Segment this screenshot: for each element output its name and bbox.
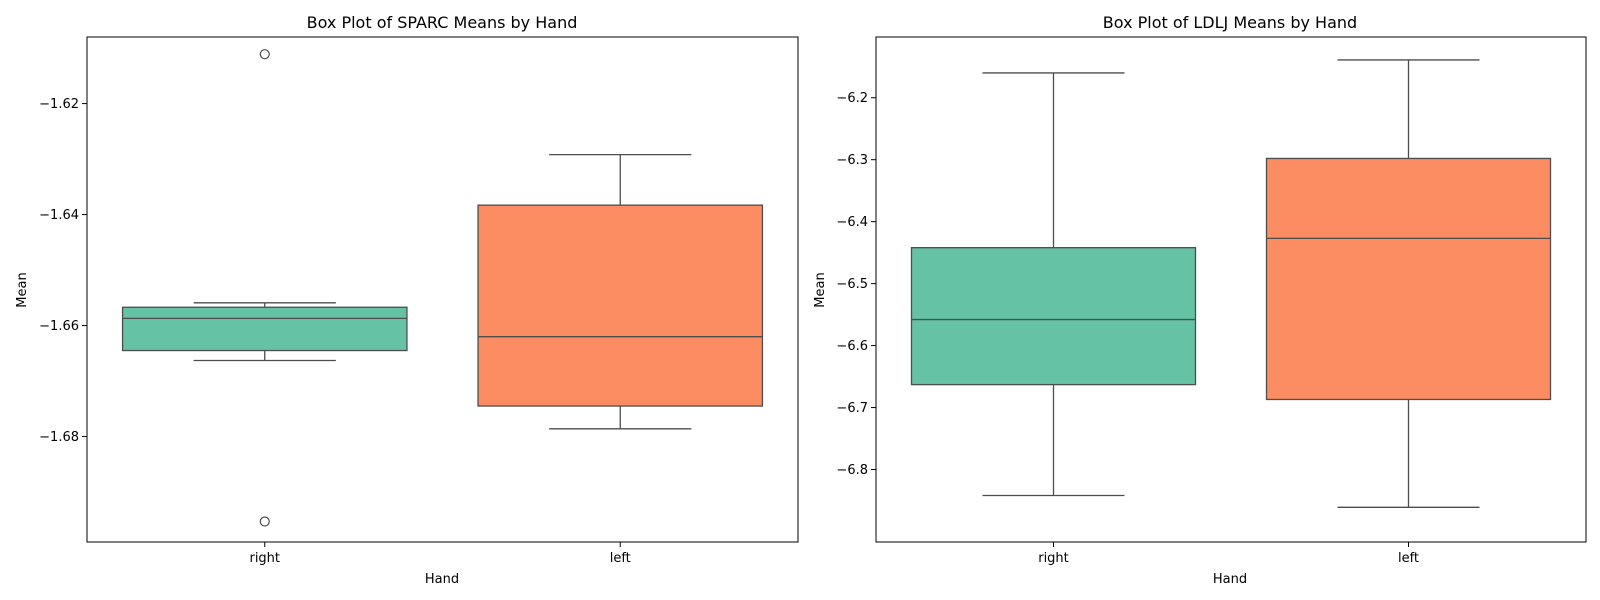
axes-frame bbox=[86, 36, 799, 543]
iqr-box bbox=[121, 306, 408, 352]
ldlj-boxplot-panel: Box Plot of LDLJ Means by Hand Hand Mean… bbox=[813, 13, 1587, 587]
iqr-box bbox=[910, 247, 1197, 386]
y-tick-label: −6.8 bbox=[836, 463, 868, 478]
x-tick-label: right bbox=[249, 551, 280, 566]
x-tick-label: left bbox=[610, 551, 631, 566]
outlier-point bbox=[259, 49, 270, 60]
y-axis-label: Mean bbox=[15, 272, 30, 307]
y-tick-label: −6.4 bbox=[836, 215, 868, 230]
y-tick-label: −6.2 bbox=[836, 91, 868, 106]
y-tick-label: −1.68 bbox=[39, 430, 79, 445]
x-axis-ticks: right left bbox=[249, 542, 631, 566]
plot-area bbox=[910, 59, 1552, 508]
box-right bbox=[910, 72, 1197, 497]
y-tick-label: −6.7 bbox=[836, 401, 868, 416]
x-axis-ticks: right left bbox=[1038, 542, 1419, 566]
plot-area bbox=[121, 49, 764, 527]
y-tick-label: −6.5 bbox=[836, 277, 868, 292]
x-axis-label: Hand bbox=[425, 572, 459, 587]
chart-title: Box Plot of SPARC Means by Hand bbox=[307, 13, 578, 32]
iqr-box bbox=[477, 204, 764, 407]
sparc-boxplot-panel: Box Plot of SPARC Means by Hand Hand Mea… bbox=[15, 13, 799, 587]
y-tick-label: −6.6 bbox=[836, 339, 868, 354]
y-axis-ticks: −1.62 −1.64 −1.66 −1.68 bbox=[39, 97, 87, 445]
x-axis-label: Hand bbox=[1213, 572, 1247, 587]
outlier-point bbox=[259, 516, 270, 527]
x-tick-label: left bbox=[1398, 551, 1419, 566]
box-right bbox=[121, 49, 408, 527]
y-tick-label: −6.3 bbox=[836, 153, 868, 168]
y-tick-label: −1.64 bbox=[39, 208, 79, 223]
box-left bbox=[1265, 59, 1552, 508]
axes-frame bbox=[875, 36, 1587, 543]
y-tick-label: −1.62 bbox=[39, 97, 79, 112]
y-tick-label: −1.66 bbox=[39, 319, 79, 334]
x-tick-label: right bbox=[1038, 551, 1069, 566]
iqr-box bbox=[1265, 157, 1552, 401]
box-left bbox=[477, 153, 764, 430]
y-axis-label: Mean bbox=[813, 272, 828, 307]
chart-title: Box Plot of LDLJ Means by Hand bbox=[1103, 13, 1357, 32]
y-axis-ticks: −6.2 −6.3 −6.4 −6.5 −6.6 −6.7 −6.8 bbox=[836, 91, 876, 478]
